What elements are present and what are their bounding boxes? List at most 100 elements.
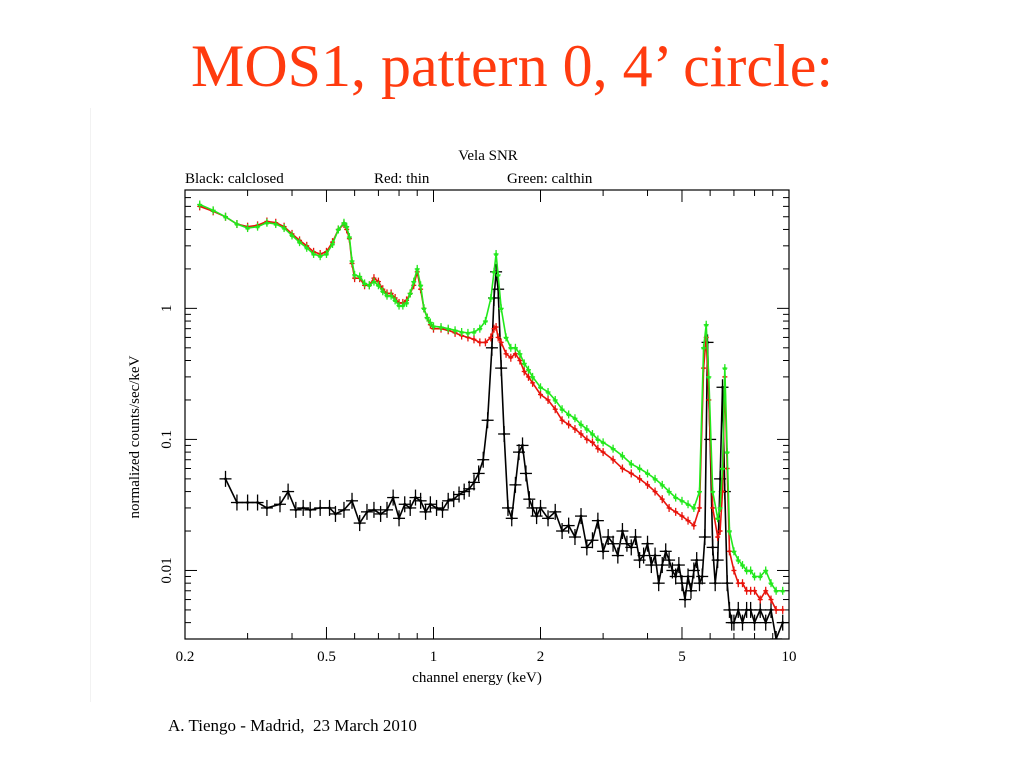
data-point-marker bbox=[646, 483, 649, 487]
data-point-marker bbox=[362, 280, 367, 286]
data-point-marker bbox=[509, 356, 513, 360]
legend-text-calclosed: Black: calclosed bbox=[185, 171, 284, 187]
data-point-marker bbox=[629, 545, 633, 549]
data-point-marker bbox=[752, 573, 757, 579]
data-point-marker bbox=[695, 558, 699, 562]
data-point-marker bbox=[686, 519, 690, 523]
data-point-marker bbox=[645, 470, 650, 476]
data-point-marker bbox=[508, 345, 514, 350]
data-point-marker bbox=[722, 365, 728, 370]
data-point-marker bbox=[706, 374, 712, 379]
x-tick-label: 10 bbox=[782, 649, 797, 665]
legend-text-thin: Red: thin bbox=[374, 171, 430, 187]
data-point-marker bbox=[591, 440, 594, 444]
data-point-marker bbox=[652, 476, 658, 481]
data-point-marker bbox=[428, 502, 432, 506]
data-point-marker bbox=[683, 598, 687, 601]
data-point-marker bbox=[492, 296, 496, 300]
data-point-marker bbox=[526, 367, 531, 372]
y-axis-label: normalized counts/sec/keV bbox=[127, 355, 143, 518]
data-point-marker bbox=[573, 535, 577, 539]
data-point-marker bbox=[499, 366, 503, 370]
data-point-marker bbox=[472, 480, 476, 484]
data-point-marker bbox=[246, 501, 250, 504]
data-point-marker bbox=[524, 472, 528, 475]
data-point-marker bbox=[408, 290, 413, 296]
data-point-marker bbox=[491, 269, 497, 274]
data-point-marker bbox=[472, 337, 476, 341]
data-point-marker bbox=[546, 516, 550, 520]
data-point-marker bbox=[265, 506, 269, 510]
data-point-marker bbox=[718, 477, 722, 481]
data-point-marker bbox=[535, 514, 539, 518]
data-point-marker bbox=[521, 444, 524, 447]
data-point-marker bbox=[531, 506, 534, 510]
data-point-marker bbox=[736, 608, 740, 612]
x-axis-label: channel energy (keV) bbox=[412, 670, 542, 686]
data-point-marker bbox=[273, 221, 278, 226]
data-point-marker bbox=[424, 510, 427, 514]
data-point-marker bbox=[579, 432, 583, 436]
data-point-marker bbox=[431, 323, 436, 328]
data-point-marker bbox=[297, 239, 302, 244]
data-point-marker bbox=[600, 439, 606, 444]
data-point-marker bbox=[758, 608, 762, 612]
data-point-marker bbox=[606, 535, 610, 539]
data-point-marker bbox=[419, 499, 423, 503]
data-point-marker bbox=[724, 449, 730, 454]
data-point-marker bbox=[653, 554, 657, 557]
data-point-marker bbox=[301, 506, 305, 510]
data-point-marker bbox=[601, 549, 605, 553]
data-point-marker bbox=[716, 535, 720, 539]
data-point-marker bbox=[478, 340, 482, 344]
data-point-marker bbox=[578, 421, 584, 427]
data-point-marker bbox=[629, 461, 634, 466]
data-point-marker bbox=[522, 370, 526, 373]
data-point-marker bbox=[379, 512, 383, 516]
data-point-marker bbox=[763, 567, 768, 573]
data-point-marker bbox=[610, 446, 616, 451]
data-point-marker bbox=[717, 505, 723, 510]
data-point-marker bbox=[585, 438, 589, 441]
data-point-marker bbox=[400, 303, 406, 308]
data-point-marker bbox=[601, 450, 605, 454]
data-point-marker bbox=[727, 528, 732, 533]
data-point-marker bbox=[553, 510, 557, 514]
data-point-marker bbox=[210, 207, 216, 212]
data-point-marker bbox=[467, 487, 471, 491]
data-point-marker bbox=[471, 329, 477, 334]
data-point-marker bbox=[660, 497, 664, 501]
data-point-marker bbox=[477, 472, 481, 475]
data-point-marker bbox=[728, 549, 731, 553]
data-point-marker bbox=[660, 563, 664, 567]
data-point-marker bbox=[344, 224, 349, 229]
data-point-marker bbox=[573, 427, 577, 431]
data-point-marker bbox=[481, 458, 485, 462]
data-point-marker bbox=[421, 305, 427, 310]
data-point-marker bbox=[567, 423, 571, 426]
y-tick-label: 1 bbox=[159, 305, 175, 313]
data-point-marker bbox=[255, 224, 260, 229]
data-point-marker bbox=[637, 465, 642, 471]
data-point-marker bbox=[660, 482, 665, 487]
data-point-marker bbox=[539, 506, 542, 510]
data-point-marker bbox=[411, 279, 416, 284]
data-point-marker bbox=[367, 282, 372, 287]
data-point-marker bbox=[278, 502, 282, 506]
data-point-marker bbox=[674, 510, 678, 514]
data-point-marker bbox=[753, 621, 756, 625]
data-point-marker bbox=[385, 508, 389, 512]
data-point-marker bbox=[572, 415, 578, 420]
data-point-marker bbox=[674, 575, 678, 578]
data-point-marker bbox=[365, 510, 369, 514]
data-point-marker bbox=[715, 515, 720, 520]
data-point-marker bbox=[341, 220, 347, 225]
data-point-marker bbox=[560, 529, 564, 533]
legend-text-calthin: Green: calthin bbox=[507, 171, 593, 187]
data-point-marker bbox=[408, 506, 412, 510]
data-point-marker bbox=[553, 397, 558, 402]
data-point-marker bbox=[764, 589, 768, 593]
data-point-marker bbox=[286, 490, 290, 493]
data-point-marker bbox=[611, 458, 615, 462]
data-point-marker bbox=[466, 336, 470, 339]
